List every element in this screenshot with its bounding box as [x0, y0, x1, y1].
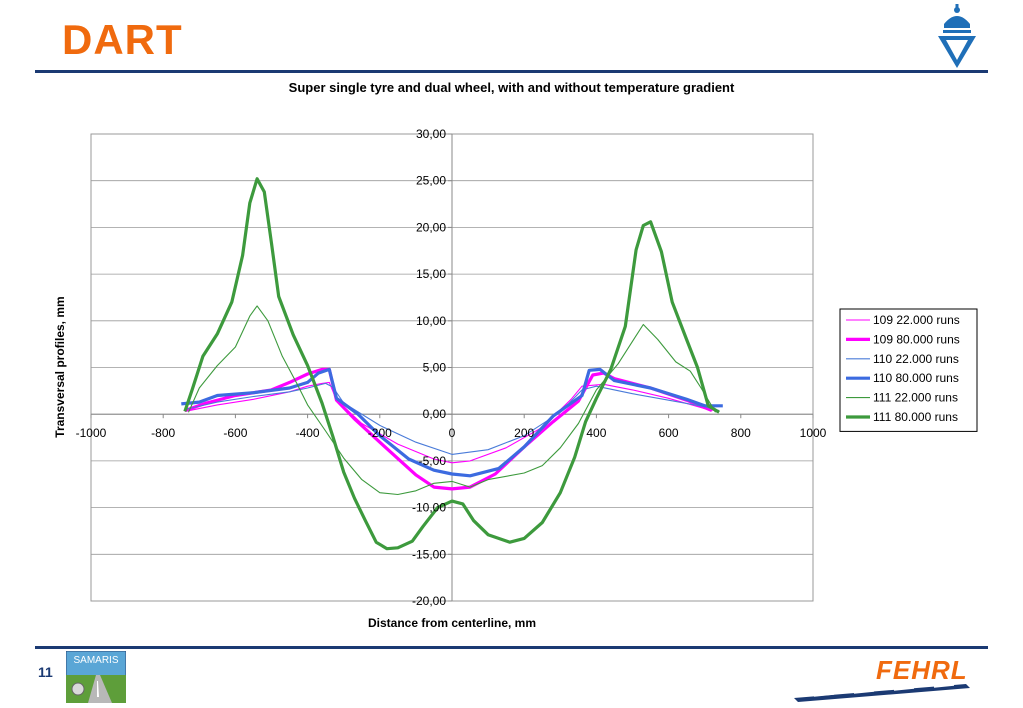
y-tick-label: 20,00	[416, 220, 446, 234]
series-line-3	[184, 382, 720, 455]
y-tick-label: 25,00	[416, 174, 446, 188]
x-tick-label: 400	[586, 426, 606, 440]
series-line-5	[187, 305, 716, 496]
y-tick-label: 30,00	[416, 127, 446, 141]
fehrl-logo	[794, 684, 970, 702]
y-tick-label: -20,00	[412, 594, 446, 608]
slide-number: 11	[38, 664, 53, 680]
x-tick-label: 1000	[800, 426, 827, 440]
legend-label: 109 22.000 runs	[873, 313, 960, 327]
y-tick-label: -10,00	[412, 501, 446, 515]
x-tick-label: -200	[368, 426, 392, 440]
x-tick-label: 800	[731, 426, 751, 440]
y-tick-label: -15,00	[412, 547, 446, 561]
x-tick-label: -800	[151, 426, 175, 440]
series-line-6	[183, 177, 720, 551]
x-tick-label: -600	[223, 426, 247, 440]
top-rule	[35, 70, 988, 73]
bottom-rule	[35, 646, 988, 649]
legend-label: 109 80.000 runs	[873, 332, 960, 346]
y-tick-label: 15,00	[416, 267, 446, 281]
legend-label: 111 80.000 runs	[873, 410, 958, 424]
chart-title: Super single tyre and dual wheel, with a…	[288, 80, 735, 95]
x-tick-label: -400	[296, 426, 320, 440]
y-tick-label: 10,00	[416, 314, 446, 328]
series-line-1	[184, 381, 720, 464]
x-tick-label: -1000	[76, 426, 107, 440]
series-line-4	[181, 367, 723, 478]
y-tick-label: -5,00	[419, 454, 447, 468]
legend-label: 111 22.000 runs	[873, 391, 958, 405]
y-tick-label: 5,00	[423, 361, 447, 375]
x-axis-label: Distance from centerline, mm	[368, 616, 536, 630]
x-tick-label: 600	[659, 426, 679, 440]
svg-text:SAMARIS: SAMARIS	[73, 655, 118, 666]
fehrl-text: FEHRL	[876, 655, 968, 685]
crest-logo	[938, 4, 976, 68]
x-tick-label: 200	[514, 426, 534, 440]
legend-box	[839, 308, 978, 432]
y-axis-label: Transversal profiles, mm	[53, 296, 67, 437]
x-tick-label: 0	[449, 426, 456, 440]
legend-label: 110 80.000 runs	[873, 371, 959, 385]
y-tick-label: 0,00	[423, 407, 447, 421]
slide-title: DART	[62, 16, 183, 63]
samaris-logo: SAMARIS	[66, 651, 126, 703]
legend-label: 110 22.000 runs	[873, 352, 959, 366]
